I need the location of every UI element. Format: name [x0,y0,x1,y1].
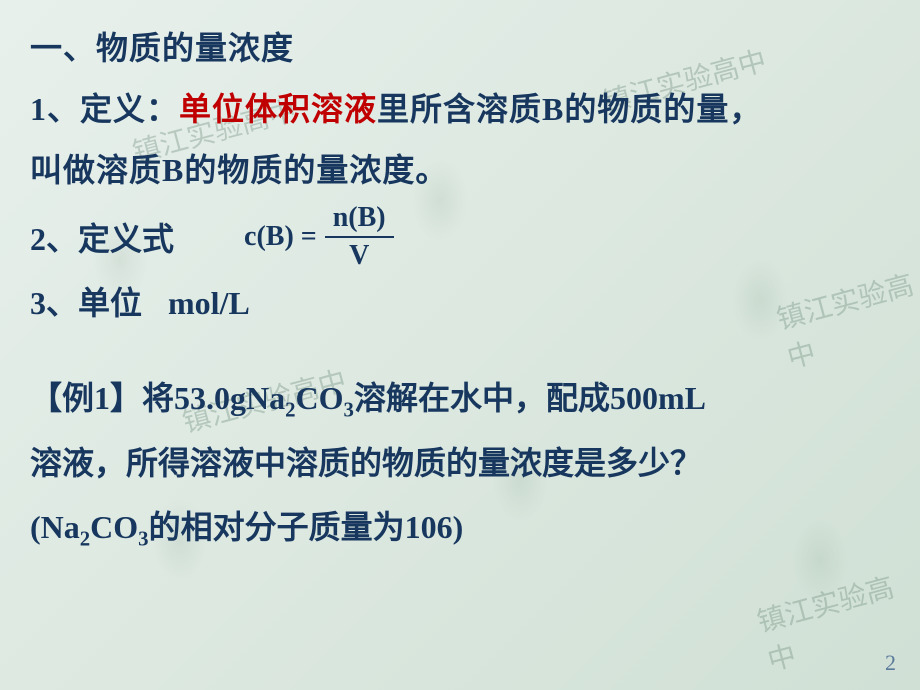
fraction-denominator: V [341,238,377,272]
formula-lhs: c(B) = [244,221,317,253]
page-number: 2 [885,650,896,676]
example-line1: 【例1】将53.0gNa2CO3溶解在水中，配成500mL [30,366,890,431]
example-block: 【例1】将53.0gNa2CO3溶解在水中，配成500mL 溶液，所得溶液中溶质… [30,366,890,560]
formula-row: 2、定义式 c(B) = n(B) V [30,202,890,272]
unit-value: mol/L [168,285,250,321]
example-line2: 溶液，所得溶液中溶质的物质的量浓度是多少？ [30,431,890,495]
example-tag: 【例1】 [30,380,142,416]
formula-expression: c(B) = n(B) V [244,202,394,272]
example-seg2: CO [296,380,344,416]
unit-row: 3、单位 mol/L [30,278,890,324]
section-heading: 一、物质的量浓度 [30,18,890,79]
example-line3-sub2: 3 [138,528,148,551]
example-seg3: 溶解在水中，配成500mL [354,380,706,416]
example-line3a: (Na [30,509,80,545]
fraction: n(B) V [325,202,394,272]
example-line3c: 的相对分子质量为106) [149,509,464,545]
example-sub1: 2 [285,399,295,422]
fraction-numerator: n(B) [325,202,394,236]
slide-content: 一、物质的量浓度 1、定义：单位体积溶液里所含溶质B的物质的量， 叫做溶质B的物… [0,0,920,560]
def-highlight: 单位体积溶液 [179,91,377,127]
definition-line2: 叫做溶质B的物质的量浓度。 [30,140,890,201]
example-line3-sub1: 2 [80,528,90,551]
example-sub2: 3 [344,399,354,422]
example-line3: (Na2CO3的相对分子质量为106) [30,495,890,560]
example-seg1: 将53.0gNa [142,380,285,416]
def-rest1: 里所含溶质B的物质的量， [377,91,762,127]
def-prefix: 1、定义： [30,91,179,127]
unit-label: 3、单位 [30,285,142,321]
example-line3b: CO [90,509,138,545]
formula-label: 2、定义式 [30,214,174,260]
definition-line1: 1、定义：单位体积溶液里所含溶质B的物质的量， [30,79,890,140]
